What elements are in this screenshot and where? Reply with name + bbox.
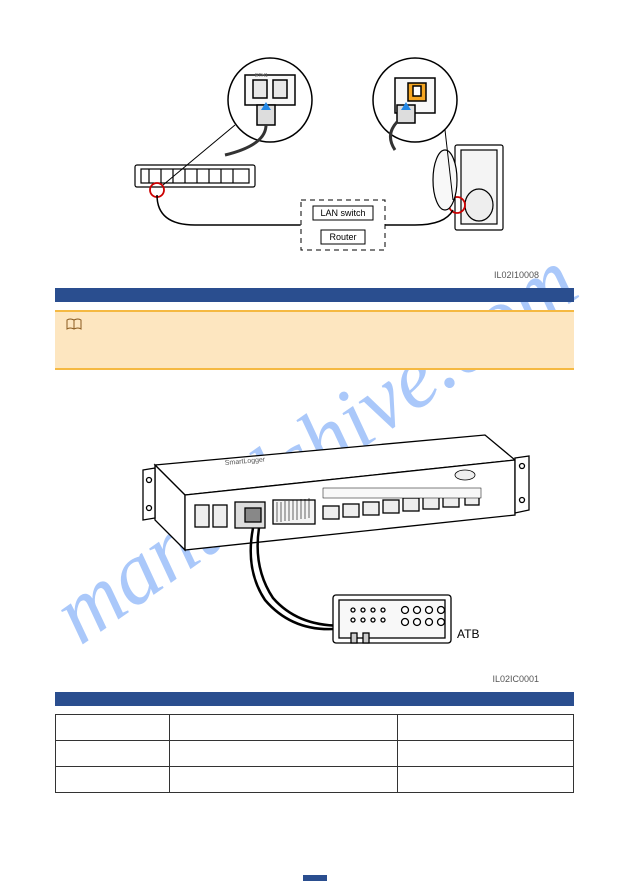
- table-cell: [397, 741, 573, 767]
- section-divider-1: [55, 288, 574, 302]
- figure-network-diagram: ETH1: [105, 50, 525, 260]
- figure-device-atb: SmartLogger: [95, 410, 535, 670]
- table-header-row: [56, 715, 574, 741]
- table-cell: [56, 767, 170, 793]
- figure2-code: IL02IC0001: [0, 674, 629, 684]
- spec-table: [55, 714, 574, 793]
- router-label: Router: [329, 232, 356, 242]
- table-cell: [169, 767, 397, 793]
- table-header-cell: [397, 715, 573, 741]
- table-row: [56, 741, 574, 767]
- figure1-code: IL02I10008: [0, 270, 629, 280]
- table-cell: [169, 741, 397, 767]
- table-header-cell: [169, 715, 397, 741]
- section-divider-2: [55, 692, 574, 706]
- lan-switch-label: LAN switch: [320, 208, 365, 218]
- svg-text:ETH1: ETH1: [255, 73, 268, 79]
- table-header-cell: [56, 715, 170, 741]
- atb-label: ATB: [457, 627, 479, 641]
- book-icon: [65, 318, 83, 332]
- table-cell: [56, 741, 170, 767]
- table-row: [56, 767, 574, 793]
- page-number: [303, 875, 327, 881]
- note-callout: [55, 310, 574, 370]
- table-cell: [397, 767, 573, 793]
